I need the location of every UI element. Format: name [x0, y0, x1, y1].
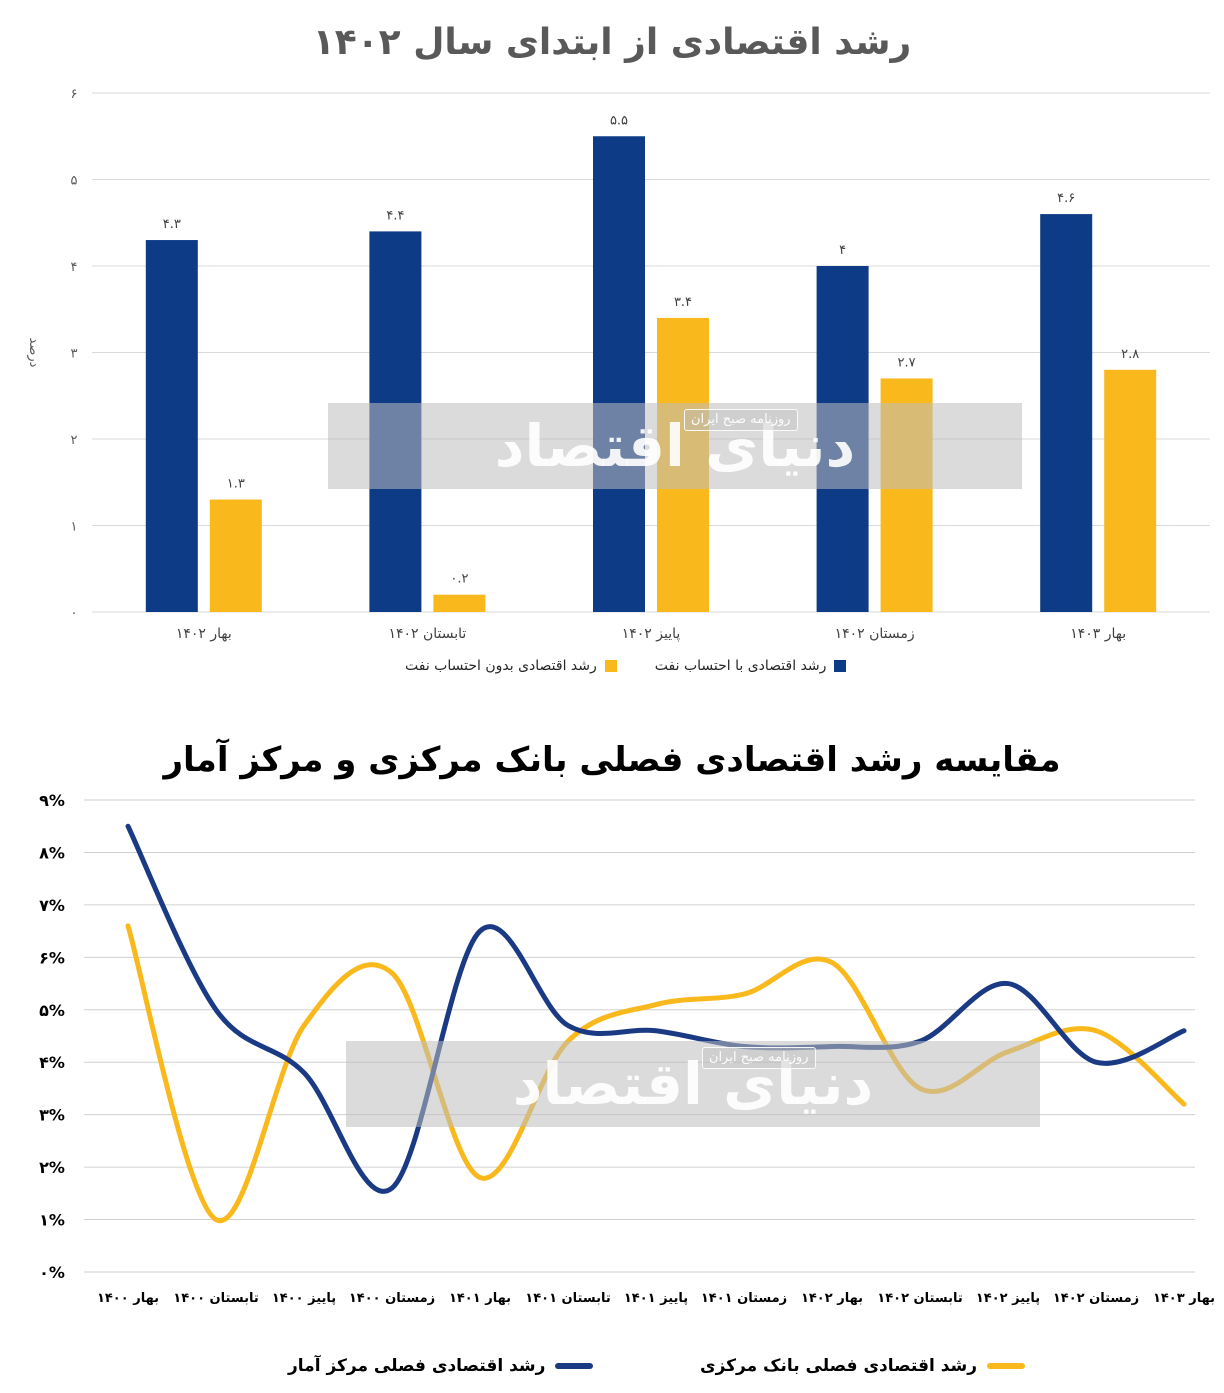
line-x-tick-label: تابستان ۱۴۰۰ — [173, 1291, 258, 1306]
line-chart-title: مقایسه رشد اقتصادی فصلی بانک مرکزی و مرک… — [163, 740, 1061, 780]
bar-y-tick-label: ۳ — [71, 347, 78, 362]
legend-line-statistics — [555, 1363, 594, 1369]
bar-y-axis-label: درصد — [26, 338, 41, 368]
bar-y-tick-label: ۲ — [71, 433, 78, 448]
bar — [209, 499, 262, 612]
line-x-tick-label: زمستان ۱۴۰۲ — [1053, 1291, 1139, 1306]
bar-y-tick-label: ۰ — [71, 606, 78, 621]
bar-y-tick-label: ۶ — [71, 87, 78, 102]
bar-legend: رشد اقتصادی با احتساب نفت رشد اقتصادی بد… — [405, 658, 847, 674]
legend-swatch-with-oil — [834, 660, 847, 672]
line-x-tick-label: بهار ۱۴۰۲ — [801, 1291, 863, 1306]
line-x-tick-label: پاییز ۱۴۰۲ — [976, 1291, 1040, 1306]
line-x-tick-label: پاییز ۱۴۰۰ — [272, 1291, 336, 1306]
bar-value-label: ۴ — [839, 243, 846, 258]
bar-value-label: ۲.۷ — [898, 355, 916, 370]
bar-value-label: ۳.۴ — [674, 295, 692, 310]
bar — [433, 594, 486, 612]
bar-y-tick-label: ۱ — [71, 520, 78, 535]
bar-x-tick-label: تابستان ۱۴۰۲ — [388, 626, 466, 642]
bar — [1104, 369, 1157, 612]
line-y-tick-label: ۴% — [39, 1053, 65, 1072]
bar-value-label: ۱.۳ — [227, 477, 245, 492]
line-y-tick-label: ۷% — [39, 896, 65, 915]
bar-value-label: ۰.۲ — [450, 572, 468, 587]
line-y-tick-label: ۱% — [39, 1211, 65, 1230]
legend-label-without-oil: رشد اقتصادی بدون احتساب نفت — [405, 658, 597, 674]
bar-value-label: ۴.۶ — [1057, 191, 1075, 206]
legend-item-without-oil: رشد اقتصادی بدون احتساب نفت — [405, 658, 617, 674]
line-y-tick-label: ۹% — [39, 791, 65, 810]
line-y-tick-label: ۳% — [39, 1106, 65, 1125]
line-y-tick-label: ۸% — [39, 843, 65, 862]
bar-value-label: ۴.۴ — [386, 208, 404, 223]
bar-x-tick-label: بهار ۱۴۰۳ — [1070, 626, 1126, 642]
bar — [593, 136, 645, 612]
line-x-tick-label: بهار ۱۴۰۳ — [1153, 1291, 1215, 1306]
line-x-tick-label: تابستان ۱۴۰۲ — [877, 1291, 962, 1306]
bar-y-tick-label: ۴ — [71, 260, 78, 275]
legend-label-statistics: رشد اقتصادی فصلی مرکز آمار — [288, 1356, 546, 1376]
line-series — [125, 823, 1187, 1194]
line-x-tick-label: بهار ۱۴۰۱ — [449, 1291, 511, 1306]
bar-y-tick-label: ۵ — [71, 174, 78, 189]
bar-chart-title: رشد اقتصادی از ابتدای سال ۱۴۰۲ — [312, 22, 912, 63]
line-y-tick-label: ۵% — [39, 1001, 65, 1020]
bar-value-label: ۵.۵ — [610, 113, 628, 128]
bar-x-tick-label: زمستان ۱۴۰۲ — [835, 626, 915, 642]
legend-item-with-oil: رشد اقتصادی با احتساب نفت — [655, 658, 847, 674]
line-y-tick-label: ۰% — [39, 1263, 65, 1282]
legend-label-with-oil: رشد اقتصادی با احتساب نفت — [654, 658, 827, 674]
bar-x-tick-label: پاییز ۱۴۰۲ — [622, 626, 681, 642]
line-x-tick-label: پاییز ۱۴۰۱ — [624, 1291, 688, 1306]
line-x-tick-label: بهار ۱۴۰۰ — [97, 1291, 159, 1306]
line-x-tick-label: تابستان ۱۴۰۱ — [525, 1291, 610, 1306]
bar-x-tick-label: بهار ۱۴۰۲ — [176, 626, 232, 642]
line-legend-central-bank: رشد اقتصادی فصلی بانک مرکزی — [700, 1356, 1026, 1376]
bar — [1040, 214, 1093, 612]
legend-line-central-bank — [987, 1363, 1026, 1369]
line-x-tick-label: زمستان ۱۴۰۱ — [701, 1291, 787, 1306]
legend-swatch-without-oil — [604, 660, 617, 672]
bar-value-label: ۲.۸ — [1121, 347, 1139, 362]
line-legend-statistics: رشد اقتصادی فصلی مرکز آمار — [288, 1356, 594, 1376]
line-y-tick-label: ۶% — [39, 948, 65, 967]
bar-value-label: ۴.۳ — [163, 217, 181, 232]
legend-label-central-bank: رشد اقتصادی فصلی بانک مرکزی — [700, 1356, 978, 1376]
line-x-tick-label: زمستان ۱۴۰۰ — [349, 1291, 435, 1306]
bar — [145, 240, 198, 613]
line-series — [125, 923, 1187, 1224]
line-y-tick-label: ۲% — [39, 1158, 65, 1177]
